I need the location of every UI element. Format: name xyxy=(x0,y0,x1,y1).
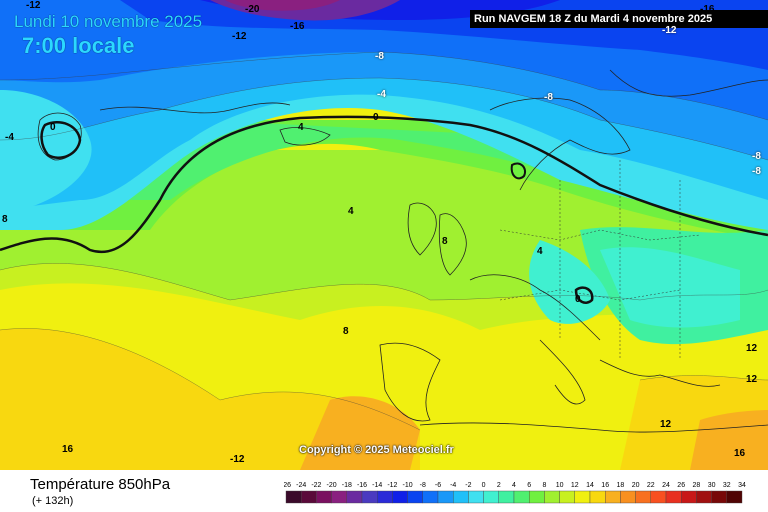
legend-swatch xyxy=(498,490,515,504)
legend-swatch xyxy=(513,490,530,504)
isotherm-label: -4 xyxy=(5,132,14,143)
legend-swatch xyxy=(285,490,302,504)
legend-swatch xyxy=(605,490,621,504)
legend-tick-label: 2 xyxy=(497,482,501,489)
field-title: Température 850hPa xyxy=(30,476,171,493)
isotherm-label: 8 xyxy=(442,236,448,247)
legend-tick-label: 16 xyxy=(601,482,609,489)
legend-tick-label: 8 xyxy=(542,482,546,489)
legend-swatch xyxy=(301,490,317,504)
legend-swatch xyxy=(574,490,591,504)
legend-tick-label: 32 xyxy=(723,482,731,489)
legend-tick-label: 22 xyxy=(647,482,655,489)
isotherm-label: -12 xyxy=(662,25,677,36)
isotherm-label: -16 xyxy=(700,4,715,15)
legend-tick-label: -4 xyxy=(450,482,456,489)
isotherm-label: 4 xyxy=(348,206,354,217)
isotherm-label: -8 xyxy=(752,166,761,177)
legend-swatch xyxy=(726,490,743,504)
forecast-date: Lundi 10 novembre 2025 xyxy=(14,12,203,31)
isotherm-label: -8 xyxy=(544,92,553,103)
copyright-text: Copyright © 2025 Meteociel.fr xyxy=(299,444,454,456)
isotherm-label: -8 xyxy=(375,51,384,62)
legend-swatch xyxy=(696,490,712,504)
legend-tick-label: -22 xyxy=(311,482,321,489)
isotherm-label: 0 xyxy=(373,112,379,123)
isotherm-label: 4 xyxy=(537,246,543,257)
legend-swatch xyxy=(437,490,454,504)
isotherm-label: -4 xyxy=(377,89,386,100)
legend-swatch xyxy=(376,490,393,504)
temperature-map[interactable] xyxy=(0,0,768,470)
legend-swatch xyxy=(316,490,332,504)
model-run-label: Run NAVGEM 18 Z du Mardi 4 novembre 2025 xyxy=(470,10,768,28)
legend-tick-label: 28 xyxy=(693,482,701,489)
legend-tick-label: 10 xyxy=(556,482,564,489)
legend-tick-label: -8 xyxy=(420,482,426,489)
legend-swatch xyxy=(665,490,682,504)
isotherm-label: 8 xyxy=(2,214,8,225)
isotherm-label: 0 xyxy=(575,294,581,305)
legend-swatch xyxy=(711,490,728,504)
isotherm-label: -16 xyxy=(290,21,305,32)
legend-tick-label: 18 xyxy=(617,482,625,489)
legend-swatch xyxy=(528,490,545,504)
isotherm-label: 8 xyxy=(343,326,349,337)
isotherm-label: -12 xyxy=(230,454,245,465)
forecast-lead-time: (+ 132h) xyxy=(32,495,74,507)
legend-swatch xyxy=(544,490,560,504)
legend-tick-label: -24 xyxy=(296,482,306,489)
isotherm-label: 4 xyxy=(298,122,304,133)
legend-swatch xyxy=(407,490,423,504)
legend-tick-label: -26 xyxy=(284,482,291,489)
legend-swatch xyxy=(361,490,378,504)
isotherm-label: 12 xyxy=(746,374,758,385)
legend-tick-label: 24 xyxy=(662,482,670,489)
legend-swatch xyxy=(635,490,652,504)
legend-tick-label: 0 xyxy=(482,482,486,489)
legend-swatch xyxy=(589,490,606,504)
legend-tick-label: -16 xyxy=(357,482,367,489)
legend-swatch xyxy=(681,490,697,504)
legend-tick-label: 6 xyxy=(527,482,531,489)
isotherm-label: 0 xyxy=(50,122,56,133)
legend-swatch xyxy=(620,490,636,504)
legend-tick-label: 14 xyxy=(586,482,594,489)
legend-tick-label: -20 xyxy=(327,482,337,489)
color-scale-bar: -26-24-22-20-18-16-14-12-10-8-6-4-202468… xyxy=(284,482,746,504)
legend-swatch xyxy=(483,490,500,504)
isotherm-label: 12 xyxy=(746,343,758,354)
legend-swatch xyxy=(650,490,667,504)
legend-tick-label: 4 xyxy=(512,482,516,489)
isotherm-label: -12 xyxy=(26,0,41,11)
legend-tick-label: 12 xyxy=(571,482,579,489)
legend-swatch xyxy=(452,490,469,504)
legend-tick-label: -14 xyxy=(372,482,382,489)
legend-tick-label: -10 xyxy=(403,482,413,489)
isotherm-label: -12 xyxy=(232,31,247,42)
legend-tick-label: -18 xyxy=(342,482,352,489)
isotherm-label: -8 xyxy=(752,151,761,162)
legend-tick-label: -12 xyxy=(387,482,397,489)
legend-swatch xyxy=(392,490,408,504)
legend-tick-label: 26 xyxy=(677,482,685,489)
legend-tick-label: 34 xyxy=(738,482,746,489)
legend-tick-label: -6 xyxy=(435,482,441,489)
legend-tick-label: -2 xyxy=(465,482,471,489)
isotherm-label: 12 xyxy=(660,419,672,430)
isotherm-label: 16 xyxy=(62,444,74,455)
legend-swatch xyxy=(331,490,347,504)
legend-swatch xyxy=(559,490,576,504)
legend-tick-label: 30 xyxy=(708,482,716,489)
forecast-local-time: 7:00 locale xyxy=(22,33,135,58)
legend-tick-label: 20 xyxy=(632,482,640,489)
legend-swatch xyxy=(346,490,363,504)
legend-swatch xyxy=(468,490,484,504)
isotherm-label: 16 xyxy=(734,448,746,459)
isotherm-label: -20 xyxy=(245,4,260,15)
zero-isotherm xyxy=(0,115,768,254)
legend-swatch xyxy=(422,490,439,504)
